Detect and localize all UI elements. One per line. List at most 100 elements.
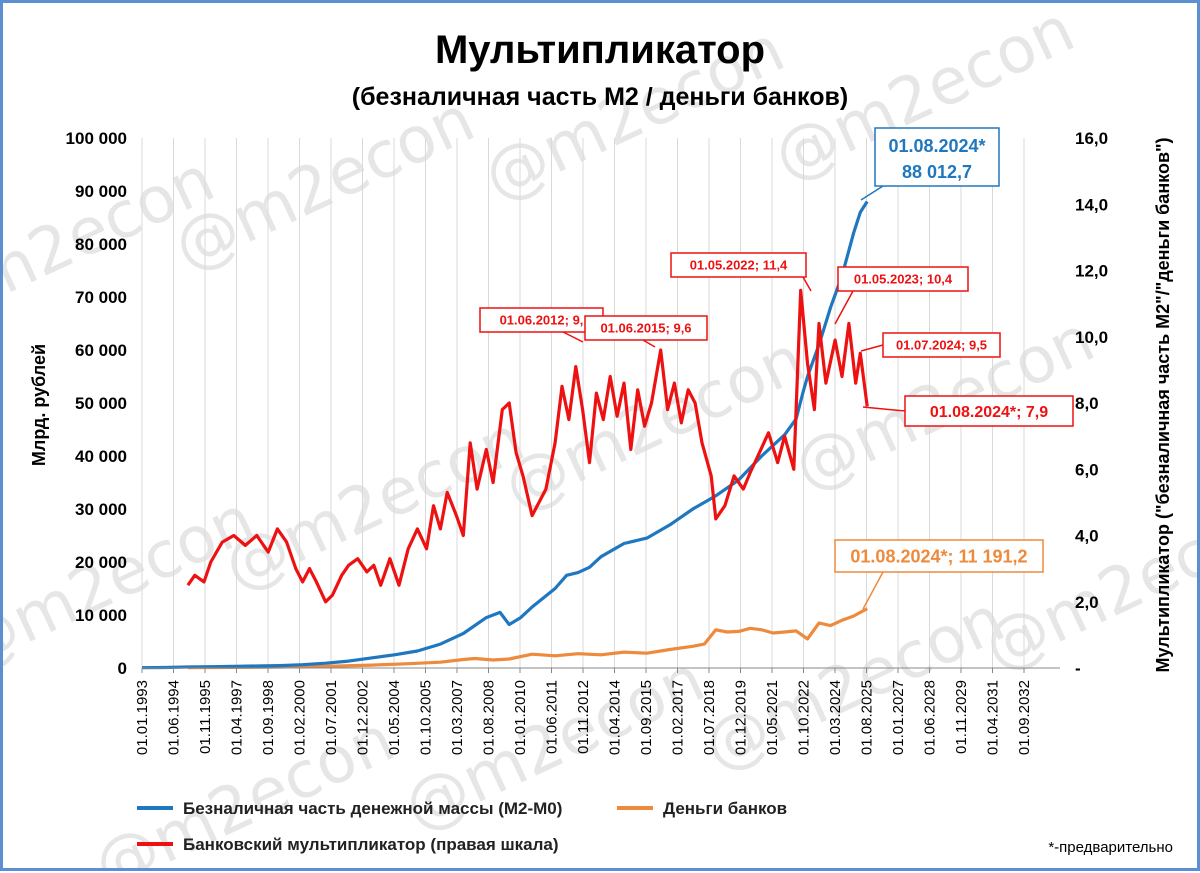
callout-box xyxy=(904,395,1074,427)
y-axis-left-label: Млрд. рублей xyxy=(29,344,49,466)
x-tick-label: 01.06.1994 xyxy=(166,680,183,755)
y-right-tick-label: 2,0 xyxy=(1075,593,1099,612)
chart-subtitle: (безналичная часть М2 / деньги банков) xyxy=(352,83,848,111)
callout-red_2012: 01.06.2012; 9, xyxy=(479,307,604,343)
x-tick-label: 01.10.2022 xyxy=(796,680,813,755)
x-tick-label: 01.05.2021 xyxy=(764,680,781,755)
x-tick-label: 01.12.2002 xyxy=(355,680,372,755)
x-tick-label: 01.11.2029 xyxy=(953,680,970,754)
y-left-tick-label: 10 000 xyxy=(75,606,127,625)
footnote: *-предварительно xyxy=(1048,839,1173,856)
axes: 01.01.1993 01.06.1994 01.11.1995 01.04.1997… xyxy=(66,129,1109,755)
x-tick-label: 01.03.2007 xyxy=(449,680,466,755)
legend-label-bank-money: Деньги банков xyxy=(663,799,787,818)
legend-label-multiplier: Банковский мультипликатор (правая шкала) xyxy=(183,835,559,854)
callout-box xyxy=(834,539,1044,573)
watermark-text: @m2econ xyxy=(3,483,265,686)
callout-text: 01.08.2024*; 7,9 xyxy=(930,404,1048,421)
x-tick-label: 01.02.2017 xyxy=(670,680,687,755)
callout-text: 01.08.2024* xyxy=(888,136,985,156)
x-tick-label: 01.01.2010 xyxy=(512,680,529,755)
callout-leader xyxy=(860,344,884,352)
x-tick-label: 01.11.2012 xyxy=(575,680,592,754)
callout-red_2024_07: 01.07.2024; 9,5 xyxy=(860,332,1001,358)
callout-blue_last: 01.08.2024* 88 012,7 xyxy=(860,127,1000,201)
callout-box xyxy=(882,332,1001,358)
callout-box xyxy=(874,127,1000,187)
callouts: 01.08.2024* 88 012,7 01.08.2024*; 11 191,2… xyxy=(479,127,1074,610)
x-tick-label: 01.11.1995 xyxy=(197,680,214,754)
callout-text: 88 012,7 xyxy=(902,162,972,182)
callout-red_2015: 01.06.2015; 9,6 xyxy=(584,315,708,348)
x-tick-label: 01.01.1993 xyxy=(134,680,151,755)
y-left-tick-label: 100 000 xyxy=(66,129,127,148)
y-left-tick-label: 70 000 xyxy=(75,288,127,307)
callout-red_2022: 01.05.2022; 11,4 xyxy=(670,252,812,292)
y-left-tick-label: 0 xyxy=(118,659,127,678)
callout-box xyxy=(670,252,807,278)
callout-text: 01.05.2023; 10,4 xyxy=(854,272,953,287)
x-tick-label: 01.07.2018 xyxy=(701,680,718,755)
callout-text: 01.05.2022; 11,4 xyxy=(690,258,788,273)
series-line-2 xyxy=(186,288,869,604)
x-tick-label: 01.01.2027 xyxy=(890,680,907,755)
y-axis-right-label: Мультипликатор ("безналичная часть М2"/"… xyxy=(1153,137,1173,672)
legend: Безналичная часть денежной массы (М2-М0)… xyxy=(137,799,787,854)
y-right-tick-label: 14,0 xyxy=(1075,195,1108,214)
y-right-tick-label: 12,0 xyxy=(1075,262,1108,281)
y-left-tick-label: 20 000 xyxy=(75,553,127,572)
y-right-tick-label: 4,0 xyxy=(1075,527,1099,546)
x-tick-label: 01.04.2014 xyxy=(607,680,624,755)
y-left-tick-label: 60 000 xyxy=(75,341,127,360)
callout-text: 01.08.2024*; 11 191,2 xyxy=(850,546,1027,566)
callout-leader xyxy=(860,185,884,201)
x-tick-label: 01.09.2015 xyxy=(638,680,655,755)
y-right-tick-label: 6,0 xyxy=(1075,460,1099,479)
x-tick-label: 01.04.1997 xyxy=(229,680,246,755)
callout-leader xyxy=(642,339,656,348)
callout-text: 01.06.2015; 9,6 xyxy=(600,321,691,336)
callout-leader xyxy=(862,406,906,412)
watermark-text: @m2econ xyxy=(213,403,536,606)
x-tick-label: 01.06.2028 xyxy=(922,680,939,755)
x-tick-label: 01.05.2004 xyxy=(386,680,403,755)
x-tick-label: 01.10.2005 xyxy=(418,680,435,755)
x-tick-label: 01.08.2008 xyxy=(481,680,498,755)
callout-leader xyxy=(562,331,584,343)
series-lines xyxy=(141,200,869,670)
callout-orange_last: 01.08.2024*; 11 191,2 xyxy=(834,539,1044,610)
x-tick-label: 01.08.2025 xyxy=(859,680,876,755)
y-right-tick-label: - xyxy=(1075,659,1081,678)
y-right-tick-label: 8,0 xyxy=(1075,394,1099,413)
callout-text: 01.06.2012; 9, xyxy=(500,313,584,328)
callout-red_2023: 01.05.2023; 10,4 xyxy=(834,266,969,325)
y-right-tick-label: 10,0 xyxy=(1075,328,1108,347)
callout-leader xyxy=(862,571,884,610)
x-tick-label: 01.12.2019 xyxy=(733,680,750,755)
x-tick-label: 01.09.2032 xyxy=(1016,680,1033,755)
legend-label-m2: Безналичная часть денежной массы (М2-М0) xyxy=(183,799,562,818)
y-left-tick-label: 40 000 xyxy=(75,447,127,466)
series-line-0 xyxy=(141,200,869,670)
y-left-tick-label: 80 000 xyxy=(75,235,127,254)
callout-red_2024_08: 01.08.2024*; 7,9 xyxy=(862,395,1074,427)
callout-box xyxy=(584,315,708,341)
y-left-tick-label: 90 000 xyxy=(75,182,127,201)
callout-text: 01.07.2024; 9,5 xyxy=(896,338,987,353)
x-tick-label: 01.03.2024 xyxy=(827,680,844,755)
x-tick-label: 01.02.2000 xyxy=(292,680,309,755)
y-left-tick-label: 50 000 xyxy=(75,394,127,413)
series-line-1 xyxy=(187,607,868,670)
y-right-tick-label: 16,0 xyxy=(1075,129,1108,148)
chart-title: Мультипликатор xyxy=(435,28,765,72)
y-left-tick-label: 30 000 xyxy=(75,500,127,519)
x-tick-label: 01.09.1998 xyxy=(260,680,277,755)
callout-box xyxy=(837,266,969,292)
x-tick-label: 01.06.2011 xyxy=(544,680,561,754)
callout-leader xyxy=(834,290,854,325)
x-tick-label: 01.04.2031 xyxy=(985,680,1002,755)
callout-leader xyxy=(802,276,812,292)
x-tick-label: 01.07.2001 xyxy=(323,680,340,755)
